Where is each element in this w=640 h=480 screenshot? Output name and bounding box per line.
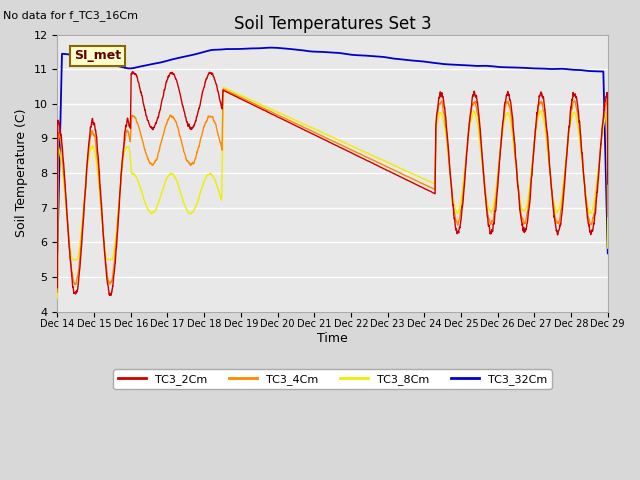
TC3_8Cm [265, 105, 273, 111]
TC3_32Cm [289, 47, 296, 52]
TC3_4Cm [265, 108, 273, 113]
TC3_4Cm [220, 86, 227, 92]
TC3_2Cm [107, 293, 115, 299]
TC3_8Cm [220, 84, 227, 90]
Line: TC3_2Cm: TC3_2Cm [58, 72, 608, 296]
TC3_32Cm [116, 64, 124, 70]
TC3_8Cm [534, 117, 541, 122]
TC3_2Cm [265, 109, 273, 115]
TC3_2Cm [116, 185, 124, 191]
Legend: TC3_2Cm, TC3_4Cm, TC3_8Cm, TC3_32Cm: TC3_2Cm, TC3_4Cm, TC3_8Cm, TC3_32Cm [113, 370, 552, 389]
TC3_2Cm [54, 285, 61, 290]
TC3_2Cm [289, 121, 296, 127]
TC3_32Cm [604, 251, 612, 256]
X-axis label: Time: Time [317, 332, 348, 345]
TC3_2Cm [604, 181, 612, 187]
TC3_32Cm [534, 66, 541, 72]
Text: SI_met: SI_met [74, 49, 121, 62]
TC3_2Cm [149, 125, 157, 131]
TC3_8Cm [54, 295, 61, 301]
Line: TC3_4Cm: TC3_4Cm [58, 89, 608, 292]
TC3_8Cm [593, 175, 601, 181]
TC3_8Cm [116, 186, 124, 192]
TC3_32Cm [267, 45, 275, 50]
TC3_8Cm [289, 116, 296, 122]
TC3_32Cm [149, 61, 157, 67]
TC3_8Cm [604, 245, 612, 251]
Line: TC3_32Cm: TC3_32Cm [58, 48, 608, 253]
TC3_2Cm [129, 69, 137, 74]
TC3_4Cm [593, 182, 601, 188]
TC3_8Cm [149, 209, 157, 215]
TC3_32Cm [54, 249, 61, 255]
TC3_32Cm [593, 68, 601, 74]
TC3_4Cm [54, 289, 61, 295]
TC3_4Cm [604, 214, 612, 219]
TC3_4Cm [149, 162, 157, 168]
Line: TC3_8Cm: TC3_8Cm [58, 87, 608, 298]
TC3_2Cm [593, 190, 601, 195]
Title: Soil Temperatures Set 3: Soil Temperatures Set 3 [234, 15, 431, 33]
Text: No data for f_TC3_16Cm: No data for f_TC3_16Cm [3, 11, 138, 22]
TC3_32Cm [264, 45, 272, 50]
TC3_4Cm [289, 119, 296, 125]
TC3_2Cm [534, 103, 542, 108]
TC3_4Cm [116, 187, 124, 192]
Y-axis label: Soil Temperature (C): Soil Temperature (C) [15, 109, 28, 238]
TC3_4Cm [534, 109, 541, 115]
